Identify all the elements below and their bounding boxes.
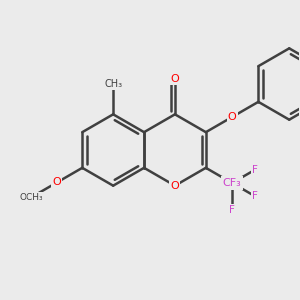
Text: O: O [171,181,179,191]
Text: OCH₃: OCH₃ [20,193,44,202]
Text: O: O [52,178,61,188]
Text: CH₃: CH₃ [104,79,122,89]
Text: O: O [228,112,236,122]
Text: F: F [252,165,258,175]
Text: O: O [171,74,179,84]
Text: F: F [252,191,258,201]
Text: F: F [229,205,235,215]
Text: CF₃: CF₃ [224,178,240,188]
Text: CF₃: CF₃ [223,178,242,188]
